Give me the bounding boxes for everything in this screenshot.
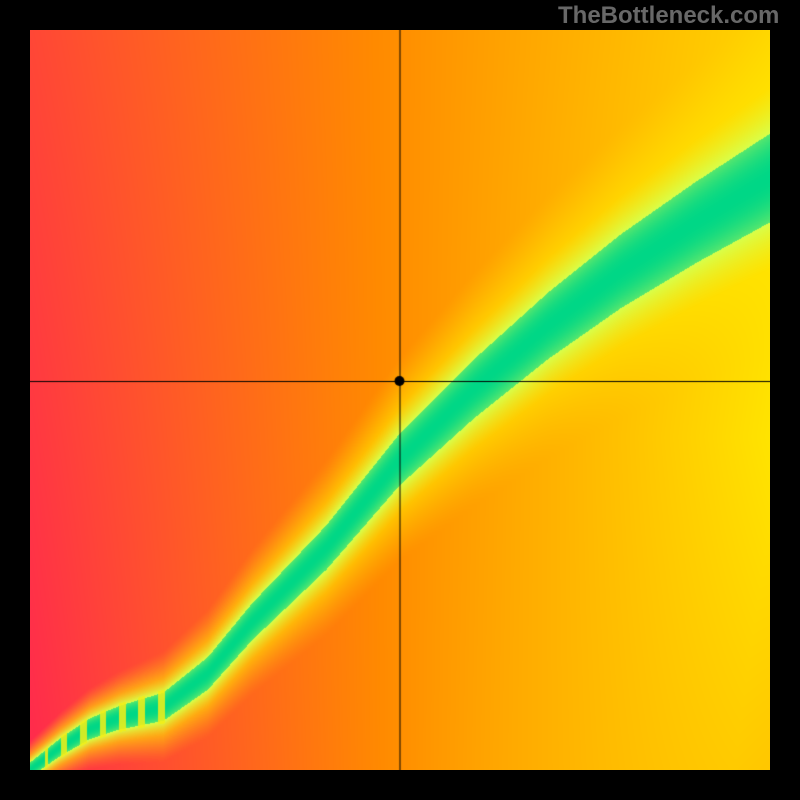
bottleneck-heatmap bbox=[30, 30, 770, 770]
watermark-text: TheBottleneck.com bbox=[558, 2, 779, 30]
